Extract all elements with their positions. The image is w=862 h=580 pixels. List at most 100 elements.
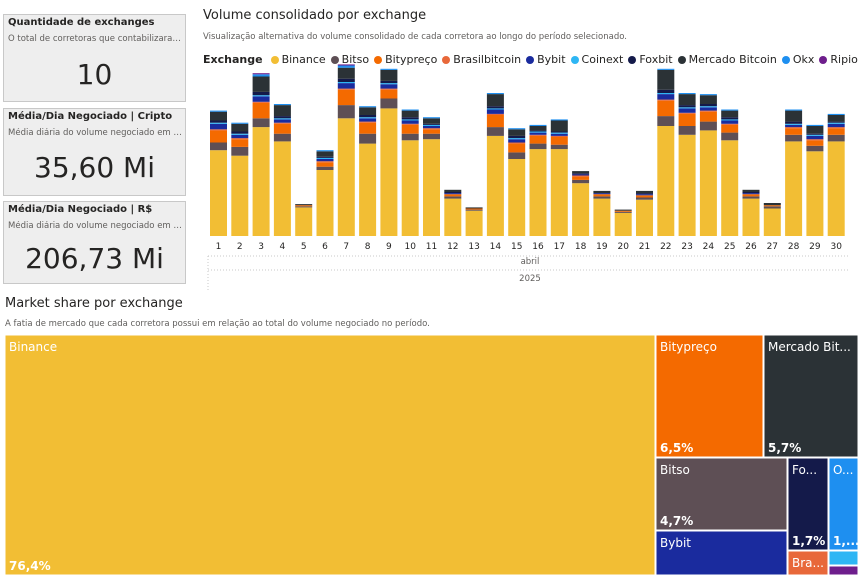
bar-segment-bitso-20[interactable] [614,211,632,213]
bar-segment-bitypreco-15[interactable] [508,143,526,153]
bar-segment-mercado-bitcoin-21[interactable] [636,190,653,194]
bar-segment-bybit-15[interactable] [508,139,526,143]
bar-segment-coinext-4[interactable] [273,118,291,120]
bar-segment-foxbit-8[interactable] [359,115,377,118]
bar-segment-foxbit-14[interactable] [486,106,504,109]
bar-segment-binance-10[interactable] [401,140,419,236]
bar-segment-okx-1[interactable] [210,110,227,112]
bar-segment-bitypreco-28[interactable] [785,128,803,135]
bar-segment-okx-10[interactable] [401,109,419,111]
bar-segment-bitso-30[interactable] [827,134,845,142]
bar-segment-bitypreco-8[interactable] [359,122,377,134]
legend-item-okx[interactable]: Okx [781,53,814,66]
bar-segment-brasilbitcoin-28[interactable] [785,127,803,129]
legend-item-brasilbitcoin[interactable]: Brasilbitcoin [442,53,521,66]
bar-segment-bitso-4[interactable] [273,133,291,142]
bar-segment-brasilbitcoin-1[interactable] [210,129,227,131]
treemap-tile-foxbit[interactable] [787,457,829,551]
bar-segment-coinext-6[interactable] [316,157,334,159]
bar-segment-coinext-2[interactable] [231,133,249,135]
bar-segment-mercado-bitcoin-25[interactable] [721,110,739,118]
bar-segment-okx-11[interactable] [423,117,440,119]
bar-segment-okx-30[interactable] [827,113,845,115]
bar-segment-foxbit-17[interactable] [550,131,568,133]
bar-segment-coinext-25[interactable] [721,119,739,121]
bar-segment-binance-9[interactable] [380,108,398,236]
bar-segment-foxbit-12[interactable] [444,192,462,194]
bar-segment-mercado-bitcoin-20[interactable] [614,209,632,211]
legend-item-bitypreco[interactable]: Bitypreço [374,53,437,66]
bar-segment-bitypreco-1[interactable] [210,130,227,143]
bar-segment-mercado-bitcoin-23[interactable] [678,94,696,106]
bar-segment-binance-14[interactable] [486,135,504,236]
bar-segment-bybit-23[interactable] [678,108,696,113]
bar-segment-coinext-16[interactable] [529,131,547,133]
bar-segment-bybit-19[interactable] [593,193,611,195]
bar-segment-okx-2[interactable] [231,122,249,124]
bar-segment-bitso-2[interactable] [231,146,249,156]
treemap-tile-brasilbitcoin[interactable] [787,550,829,576]
bar-segment-brasilbitcoin-29[interactable] [806,139,824,141]
bar-segment-binance-17[interactable] [550,149,568,236]
bar-segment-bitso-23[interactable] [678,126,696,135]
bar-segment-mercado-bitcoin-28[interactable] [785,110,803,122]
bar-segment-bybit-22[interactable] [657,94,675,100]
bar-segment-bybit-3[interactable] [252,96,270,102]
bar-segment-coinext-24[interactable] [699,106,717,108]
bar-segment-bitypreco-6[interactable] [316,162,334,167]
bar-segment-mercado-bitcoin-16[interactable] [529,126,547,131]
bar-segment-bitypreco-7[interactable] [337,89,355,106]
bar-segment-brasilbitcoin-11[interactable] [423,128,440,130]
bar-segment-brasilbitcoin-17[interactable] [550,135,568,137]
bar-segment-mercado-bitcoin-15[interactable] [508,129,526,136]
bar-segment-bitypreco-16[interactable] [529,135,547,144]
bar-segment-coinext-7[interactable] [337,82,355,84]
bar-segment-binance-15[interactable] [508,159,526,236]
bar-segment-brasilbitcoin-24[interactable] [699,110,717,112]
bar-segment-brasilbitcoin-14[interactable] [486,113,504,115]
bar-segment-bitypreco-22[interactable] [657,100,675,117]
bar-segment-bybit-4[interactable] [273,119,291,123]
bar-segment-binance-29[interactable] [806,151,824,236]
bar-segment-foxbit-28[interactable] [785,121,803,124]
bar-segment-okx-4[interactable] [273,104,291,106]
bar-segment-okx-28[interactable] [785,109,803,111]
bar-segment-binance-21[interactable] [636,199,653,236]
bar-segment-okx-15[interactable] [508,128,526,130]
bar-segment-binance-25[interactable] [721,140,739,236]
bar-segment-mercado-bitcoin-3[interactable] [252,76,270,92]
bar-segment-binance-2[interactable] [231,155,249,236]
bar-segment-brasilbitcoin-23[interactable] [678,112,696,114]
treemap-tile-bitso[interactable] [655,457,788,531]
bar-segment-brasilbitcoin-15[interactable] [508,142,526,144]
bar-segment-binance-24[interactable] [699,130,717,236]
bar-segment-brasilbitcoin-22[interactable] [657,99,675,101]
bar-segment-foxbit-24[interactable] [699,104,717,107]
bar-segment-binance-28[interactable] [785,141,803,236]
bar-segment-bitso-15[interactable] [508,152,526,159]
bar-segment-mercado-bitcoin-12[interactable] [444,189,462,192]
bar-segment-binance-6[interactable] [316,170,334,236]
bar-segment-mercado-bitcoin-6[interactable] [316,151,334,157]
bar-segment-okx-6[interactable] [316,150,334,152]
bar-segment-ripio-7[interactable] [337,64,355,66]
bar-segment-bitso-16[interactable] [529,143,547,150]
bar-segment-bybit-8[interactable] [359,118,377,122]
bar-segment-mercado-bitcoin-29[interactable] [806,126,824,134]
legend-item-ripio[interactable]: Ripio [819,53,858,66]
bar-segment-binance-19[interactable] [593,198,611,236]
bar-segment-foxbit-26[interactable] [742,192,760,194]
bar-segment-mercado-bitcoin-30[interactable] [827,115,845,122]
bar-segment-binance-7[interactable] [337,118,355,236]
bar-segment-bitso-13[interactable] [465,209,483,211]
bar-segment-coinext-28[interactable] [785,123,803,125]
bar-segment-brasilbitcoin-4[interactable] [273,122,291,124]
bar-segment-brasilbitcoin-2[interactable] [231,138,249,140]
bar-segment-brasilbitcoin-8[interactable] [359,121,377,123]
bar-segment-binance-5[interactable] [295,207,313,236]
bar-segment-okx-8[interactable] [359,106,377,108]
bar-segment-bybit-12[interactable] [444,193,462,195]
bar-segment-mercado-bitcoin-11[interactable] [423,118,440,124]
legend-item-bitso[interactable]: Bitso [330,53,369,66]
bar-segment-foxbit-16[interactable] [529,130,547,132]
